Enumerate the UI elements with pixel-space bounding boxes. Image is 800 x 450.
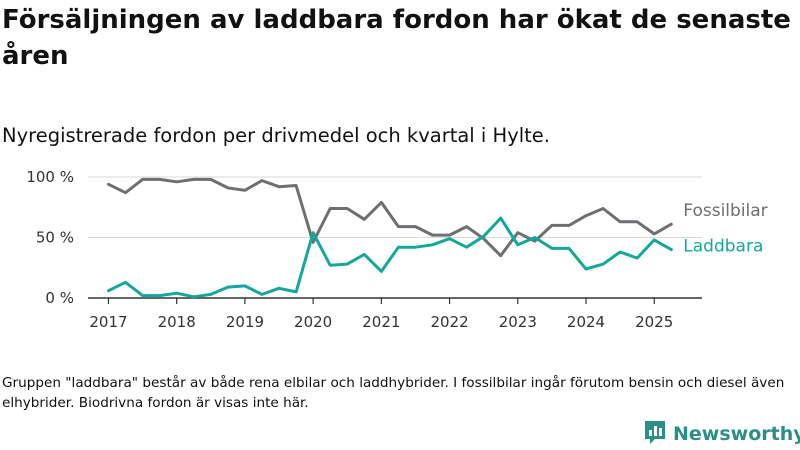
y-tick-label: 100 %	[26, 168, 74, 186]
x-tick-label: 2019	[226, 313, 264, 331]
series-label-laddbara: Laddbara	[683, 237, 763, 257]
x-tick-label: 2023	[499, 313, 537, 331]
brand-logo[interactable]: Newsworthy	[643, 419, 800, 449]
chart-subtitle: Nyregistrerade fordon per drivmedel och …	[2, 124, 550, 147]
series-label-fossilbilar: Fossilbilar	[683, 201, 767, 221]
brand-name: Newsworthy	[673, 423, 800, 445]
x-axis: 2017 2018 2019 2020 2021 2022 2023 2024 2025	[88, 297, 702, 331]
series-lines	[107, 177, 673, 299]
series-line-fossilbilar	[107, 177, 673, 258]
x-tick-label: 2020	[294, 313, 332, 331]
series-labels: Fossilbilar Laddbara	[683, 201, 767, 256]
x-tick-label: 2024	[567, 313, 605, 331]
footnote: Gruppen "laddbara" består av både rena e…	[2, 375, 785, 411]
x-tick-label: 2021	[362, 313, 400, 331]
x-tick-label: 2022	[430, 313, 468, 331]
y-axis: 0 % 50 % 100 %	[26, 168, 74, 307]
y-tick-label: 0 %	[45, 289, 74, 307]
gridlines	[88, 176, 702, 238]
x-tick-label: 2025	[635, 313, 673, 331]
x-tick-label: 2018	[158, 313, 196, 331]
x-tick-label: 2017	[89, 313, 127, 331]
y-tick-label: 50 %	[36, 229, 74, 247]
chart-title: Försäljningen av laddbara fordon har öka…	[2, 5, 791, 71]
newsworthy-logo-icon	[643, 419, 667, 449]
series-line-laddbara	[107, 216, 673, 299]
